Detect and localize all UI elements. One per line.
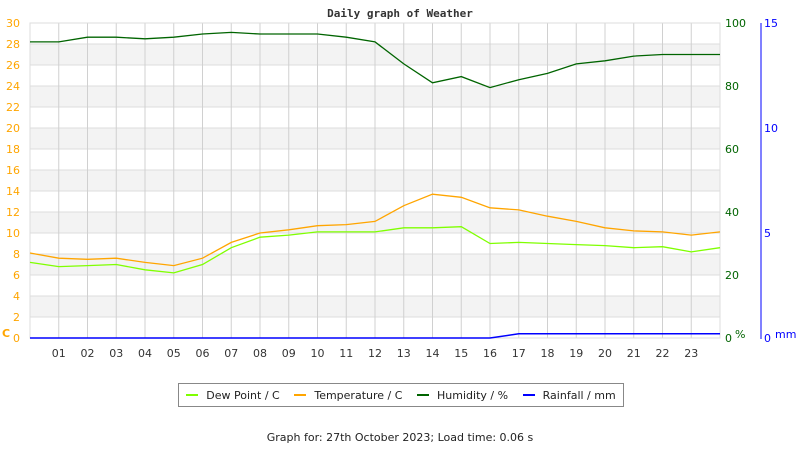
x-tick-label: 02 bbox=[81, 347, 95, 360]
x-tick-label: 17 bbox=[512, 347, 526, 360]
x-tick-label: 12 bbox=[368, 347, 382, 360]
x-tick-label: 05 bbox=[167, 347, 181, 360]
legend-item-dew-point: Dew Point / C bbox=[186, 388, 280, 402]
y-tick-label-rainfall: 5 bbox=[764, 227, 771, 240]
legend-label: Humidity / % bbox=[437, 388, 509, 402]
y-tick-label-left: 30 bbox=[6, 17, 20, 30]
x-tick-label: 04 bbox=[138, 347, 152, 360]
x-tick-label: 22 bbox=[656, 347, 670, 360]
x-tick-label: 03 bbox=[109, 347, 123, 360]
y-tick-label-left: 10 bbox=[6, 227, 20, 240]
x-tick-label: 14 bbox=[426, 347, 440, 360]
y-tick-label-right: 100 bbox=[725, 17, 746, 30]
legend-item-rainfall: Rainfall / mm bbox=[522, 388, 616, 402]
legend-item-temperature: Temperature / C bbox=[294, 389, 402, 402]
legend-swatch bbox=[294, 394, 307, 396]
y-tick-label-left: 26 bbox=[6, 59, 20, 72]
y-tick-label-right: 0 bbox=[725, 332, 732, 345]
y-tick-label-left: 4 bbox=[13, 290, 20, 303]
y-tick-label-right: 40 bbox=[725, 206, 739, 219]
x-tick-label: 10 bbox=[311, 347, 325, 360]
x-tick-label: 01 bbox=[52, 347, 66, 360]
y-tick-label-left: 2 bbox=[13, 311, 20, 324]
legend-swatch bbox=[186, 394, 199, 396]
legend: Dew Point / C Temperature / C Humidity /… bbox=[178, 383, 624, 407]
x-tick-label: 16 bbox=[483, 347, 497, 360]
x-tick-label: 15 bbox=[454, 347, 468, 360]
y-tick-label-left: 6 bbox=[13, 269, 20, 282]
x-tick-label: 13 bbox=[397, 347, 411, 360]
legend-swatch bbox=[417, 394, 430, 396]
x-tick-label: 09 bbox=[282, 347, 296, 360]
y-axis-label-left: C bbox=[2, 327, 10, 340]
y-tick-label-left: 18 bbox=[6, 143, 20, 156]
legend-label: Rainfall / mm bbox=[542, 388, 616, 402]
y-tick-label-rainfall: 15 bbox=[764, 17, 778, 30]
series-line-humidity bbox=[30, 31, 720, 89]
y-tick-label-left: 8 bbox=[13, 248, 20, 261]
x-tick-label: 18 bbox=[541, 347, 555, 360]
y-tick-label-left: 28 bbox=[6, 38, 20, 51]
y-tick-label-left: 24 bbox=[6, 80, 20, 93]
legend-item-humidity: Humidity / % bbox=[417, 389, 508, 402]
legend-swatch bbox=[522, 394, 535, 396]
x-tick-label: 06 bbox=[196, 347, 210, 360]
series-line-temperature bbox=[29, 193, 721, 267]
x-tick-label: 08 bbox=[253, 347, 267, 360]
y-tick-label-rainfall: 10 bbox=[764, 122, 778, 135]
y-tick-label-left: 20 bbox=[6, 122, 20, 135]
x-tick-label: 07 bbox=[224, 347, 238, 360]
series-line-dew-point bbox=[29, 226, 721, 274]
y-tick-label-right: 20 bbox=[725, 269, 739, 282]
y-tick-label-left: 0 bbox=[13, 332, 20, 345]
y-tick-label-left: 16 bbox=[6, 164, 20, 177]
y-tick-label-left: 12 bbox=[6, 206, 20, 219]
chart-title: Daily graph of Weather bbox=[327, 7, 473, 20]
x-tick-label: 19 bbox=[569, 347, 583, 360]
y-tick-label-left: 14 bbox=[6, 185, 20, 198]
x-tick-label: 21 bbox=[627, 347, 641, 360]
x-tick-label: 11 bbox=[339, 347, 353, 360]
y-axis-label-rainfall: mm bbox=[775, 328, 796, 341]
y-tick-label-rainfall: 0 bbox=[764, 332, 771, 345]
x-tick-label: 20 bbox=[598, 347, 612, 360]
legend-label: Dew Point / C bbox=[206, 388, 280, 402]
y-tick-label-right: 60 bbox=[725, 143, 739, 156]
series-line-rainfall bbox=[30, 333, 720, 339]
y-tick-label-left: 22 bbox=[6, 101, 20, 114]
legend-label: Temperature / C bbox=[314, 388, 403, 402]
y-tick-label-right: 80 bbox=[725, 80, 739, 93]
footer-text: Graph for: 27th October 2023; Load time:… bbox=[266, 431, 534, 444]
x-tick-label: 23 bbox=[684, 347, 698, 360]
y-axis-label-right: % bbox=[735, 328, 745, 341]
